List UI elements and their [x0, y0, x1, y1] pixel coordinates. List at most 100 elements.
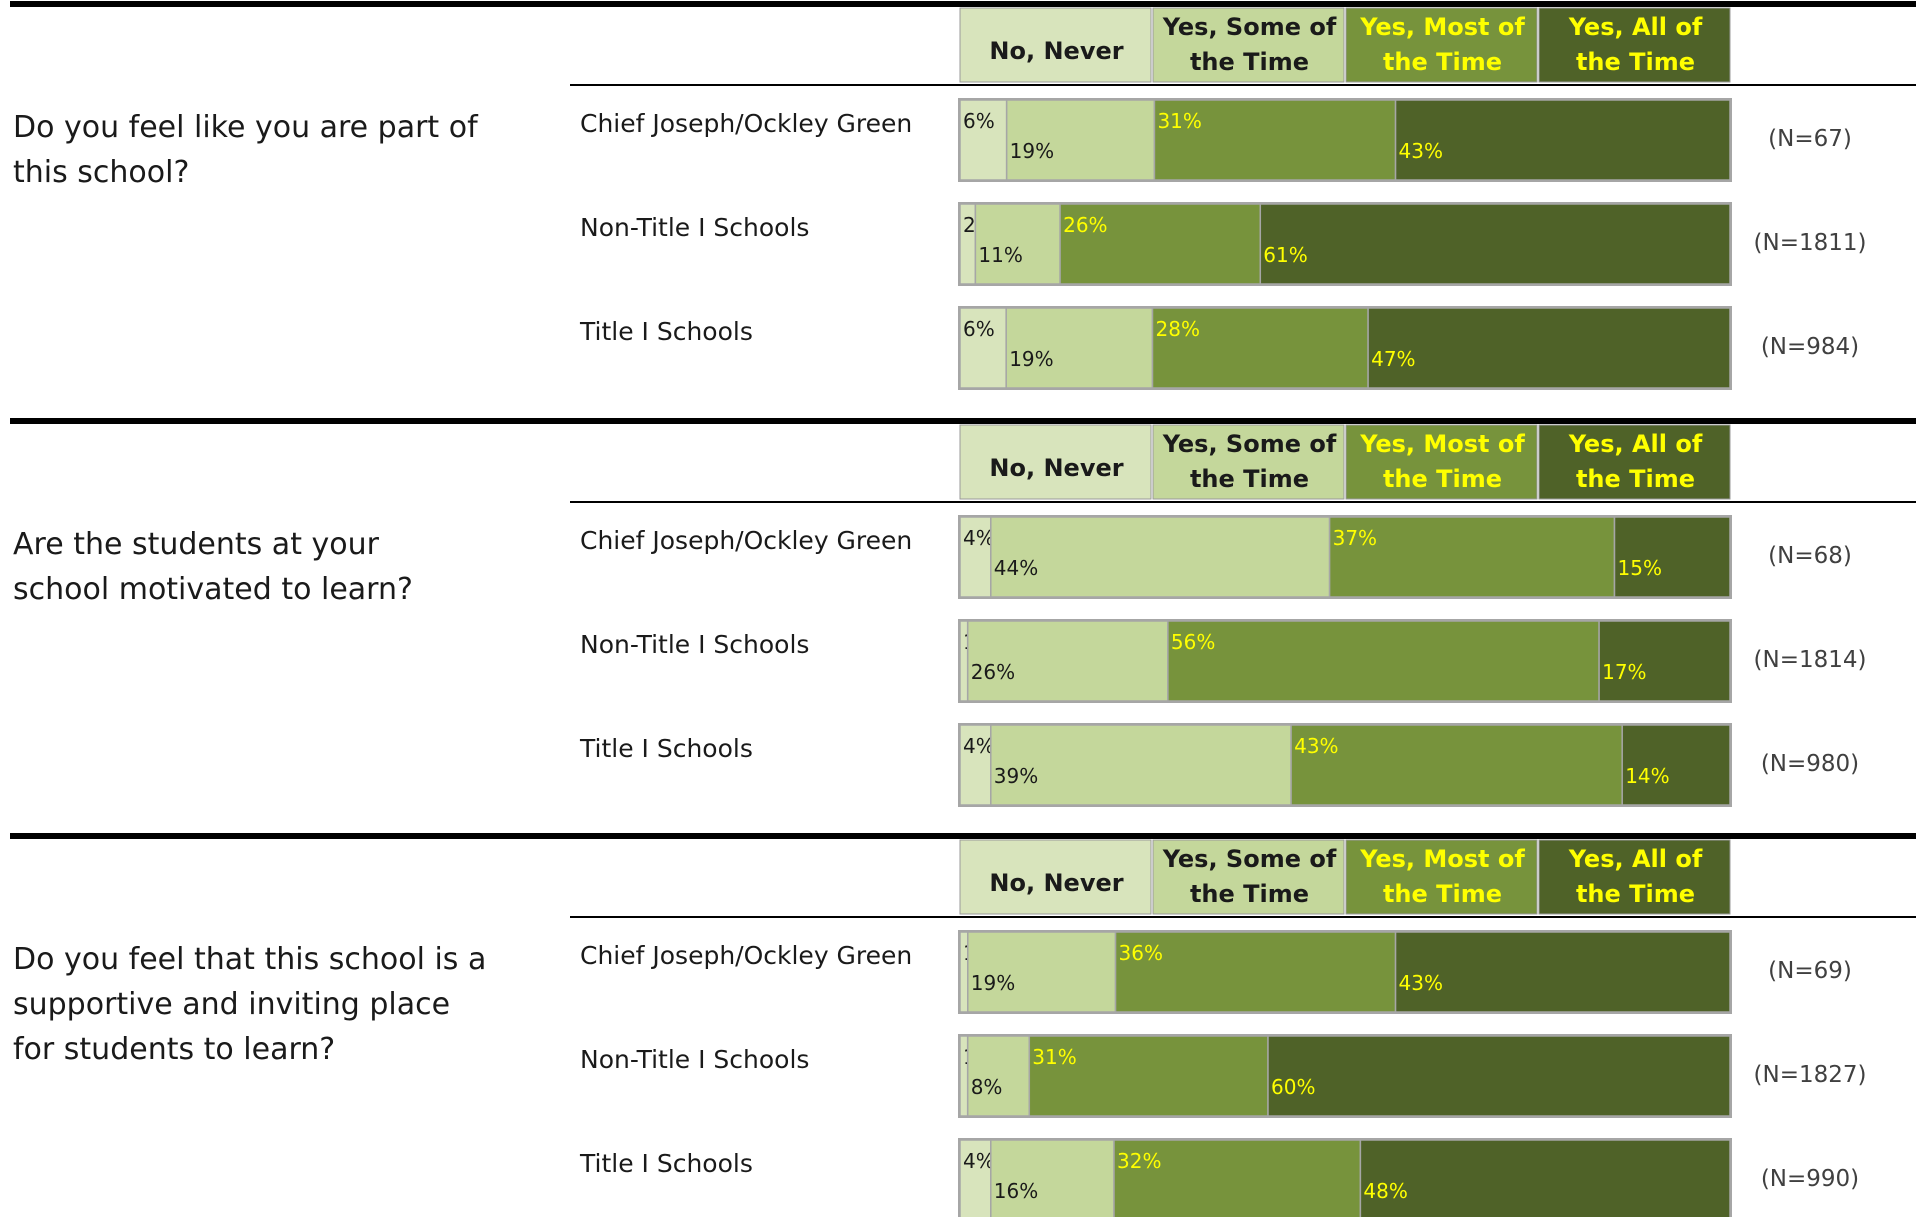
- row-label: Chief Joseph/Ockley Green: [580, 941, 912, 970]
- data-label: 44%: [994, 556, 1038, 580]
- legend-label: Yes, Most of: [1359, 13, 1525, 41]
- data-label: 31%: [1032, 1045, 1076, 1069]
- bar-segment: [966, 1035, 1031, 1117]
- data-label: 4%: [963, 1149, 995, 1173]
- bar-segment: [1114, 931, 1397, 1013]
- bar-segment: [990, 1139, 1115, 1217]
- bar-segment: [1167, 620, 1600, 702]
- legend-label: the Time: [1190, 880, 1309, 908]
- bar-segment: [990, 516, 1331, 598]
- bar-segment: [1367, 307, 1731, 389]
- bar-frame: [958, 1034, 1732, 1118]
- data-label: 37%: [1333, 526, 1377, 550]
- legend-cell-1: [959, 424, 1152, 500]
- data-label: 19%: [971, 971, 1015, 995]
- bar-segment: [1394, 99, 1731, 181]
- bar-segment: [1005, 99, 1156, 181]
- bar-segment: [1328, 516, 1616, 598]
- row-label: Chief Joseph/Ockley Green: [580, 526, 912, 555]
- data-label: 43%: [1399, 971, 1443, 995]
- bar-segment: [1621, 724, 1731, 806]
- row-label: Title I Schools: [579, 1149, 753, 1178]
- legend-cell-3: [1345, 7, 1538, 83]
- data-label: 43%: [1399, 139, 1443, 163]
- data-label: 48%: [1363, 1179, 1407, 1203]
- data-label: 56%: [1171, 630, 1215, 654]
- data-label: 43%: [1294, 734, 1338, 758]
- row-label: Title I Schools: [579, 317, 753, 346]
- bar-segment: [967, 931, 1117, 1013]
- question-text: supportive and inviting place: [13, 987, 450, 1022]
- legend-label: Yes, Some of: [1162, 13, 1337, 41]
- legend-cell-4: [1538, 424, 1731, 500]
- data-label: 19%: [1010, 139, 1054, 163]
- data-label: 28%: [1156, 317, 1200, 341]
- data-label: 39%: [994, 764, 1038, 788]
- data-label: 15%: [1618, 556, 1662, 580]
- bar-frame: [958, 619, 1732, 703]
- data-label: 47%: [1371, 347, 1415, 371]
- legend-label: Yes, All of: [1568, 13, 1703, 41]
- row-label: Title I Schools: [579, 734, 753, 763]
- data-label: 60%: [1271, 1075, 1315, 1099]
- legend-label: Yes, All of: [1568, 430, 1703, 458]
- bar-segment: [966, 620, 1169, 702]
- question-text: Are the students at your: [13, 527, 380, 562]
- bar-frame: [958, 930, 1732, 1014]
- legend-cell-4: [1538, 7, 1731, 83]
- legend-cell-3: [1345, 424, 1538, 500]
- data-label: 16%: [994, 1179, 1038, 1203]
- legend-label: No, Never: [989, 869, 1123, 897]
- bar-segment: [1028, 1035, 1269, 1117]
- data-label: 11%: [978, 243, 1022, 267]
- legend-label: the Time: [1383, 48, 1502, 76]
- question-text: Do you feel that this school is a: [13, 942, 486, 977]
- data-label: 32%: [1117, 1149, 1161, 1173]
- legend-label: Yes, Most of: [1359, 845, 1525, 873]
- data-label: 61%: [1263, 243, 1307, 267]
- data-label: 4%: [963, 526, 995, 550]
- legend-label: the Time: [1576, 48, 1695, 76]
- n-count: (N=68): [1768, 543, 1852, 569]
- row-label: Non-Title I Schools: [580, 1045, 809, 1074]
- data-label: 14%: [1625, 764, 1669, 788]
- bar-segment: [1290, 724, 1623, 806]
- bar-segment: [1059, 203, 1262, 285]
- question-text: Do you feel like you are part of: [13, 110, 479, 145]
- bar-frame: [958, 515, 1732, 599]
- legend-cell-2: [1152, 424, 1345, 500]
- n-count: (N=1814): [1754, 647, 1867, 673]
- bar-segment: [1359, 1139, 1731, 1217]
- legend-label: the Time: [1383, 880, 1502, 908]
- data-label: 6%: [963, 109, 995, 133]
- bar-segment: [959, 1139, 992, 1217]
- bar-segment: [1151, 307, 1369, 389]
- bar-segment: [1394, 931, 1731, 1013]
- bar-segment: [1113, 1139, 1362, 1217]
- bar-segment: [1005, 307, 1154, 389]
- question-text: for students to learn?: [13, 1032, 335, 1067]
- bar-segment: [1598, 620, 1731, 702]
- legend-cell-3: [1345, 839, 1538, 915]
- data-label: 4%: [963, 734, 995, 758]
- bar-segment: [959, 724, 992, 806]
- legend-label: No, Never: [989, 454, 1123, 482]
- n-count: (N=984): [1761, 334, 1859, 360]
- legend-label: Yes, All of: [1568, 845, 1703, 873]
- data-label: 26%: [971, 660, 1015, 684]
- bar-segment: [1153, 99, 1397, 181]
- data-label: 31%: [1157, 109, 1201, 133]
- legend-label: the Time: [1576, 880, 1695, 908]
- data-label: 36%: [1119, 941, 1163, 965]
- legend-cell-2: [1152, 7, 1345, 83]
- question-text: this school?: [13, 155, 189, 190]
- legend-label: Yes, Some of: [1162, 430, 1337, 458]
- bar-segment: [959, 99, 1008, 181]
- data-label: 26%: [1063, 213, 1107, 237]
- legend-cell-1: [959, 7, 1152, 83]
- bar-frame: [958, 98, 1732, 182]
- row-label: Non-Title I Schools: [580, 213, 809, 242]
- legend-cell-4: [1538, 839, 1731, 915]
- bar-segment: [990, 724, 1292, 806]
